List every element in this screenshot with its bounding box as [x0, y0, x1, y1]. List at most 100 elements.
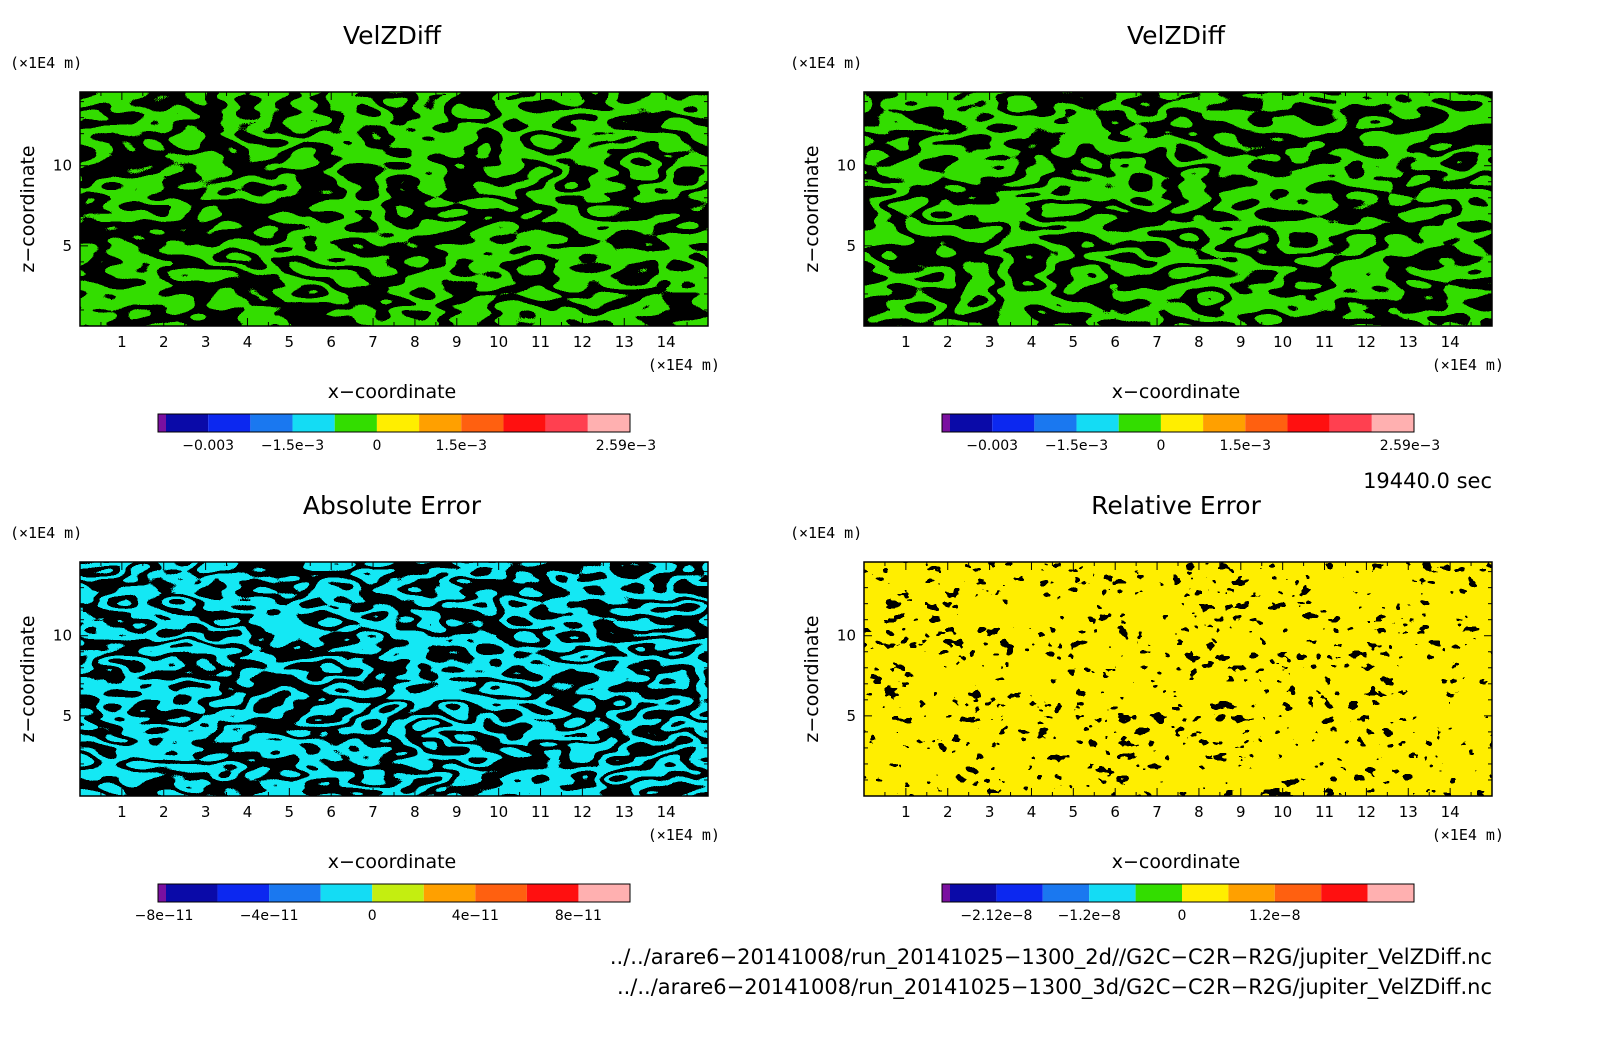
panel-2-colorbar-label: 0: [1156, 438, 1165, 454]
panel-1-colorbar-swatch: [250, 414, 293, 432]
panel-4-x-tick-label: 6: [1110, 803, 1120, 821]
panel-2-colorbar-swatch: [1371, 414, 1414, 432]
panel-3-x-tick-label: 12: [573, 803, 592, 821]
panel-2-y-tick-label: 5: [846, 237, 856, 255]
panel-4-ylabel: z−coordinate: [801, 615, 823, 742]
panel-3-colorbar-swatch: [475, 884, 527, 902]
panel-2-y-unit: (×1E4 m): [790, 54, 862, 72]
panel-3-x-tick-label: 6: [326, 803, 336, 821]
panel-1-y-unit: (×1E4 m): [10, 54, 82, 72]
panel-2-x-tick-label: 7: [1152, 333, 1162, 351]
panel-2-colorbar-swatch: [950, 414, 993, 432]
panel-3-colorbar-label: −4e−11: [240, 908, 299, 924]
panel-3-field-pattern: [80, 562, 708, 796]
panel-3-colorbar-label: 0: [368, 908, 377, 924]
panel-3-x-unit: (×1E4 m): [648, 826, 720, 844]
panel-2-colorbar-swatch: [1245, 414, 1288, 432]
panel-4-y-unit: (×1E4 m): [790, 524, 862, 542]
panel-2-colorbar-frame: [941, 413, 1415, 433]
panel-2-colorbar-label: −1.5e−3: [1045, 438, 1108, 454]
panel-2-y-axis: 5 10: [837, 101, 1492, 311]
panel-2-colorbar-label: −0.003: [966, 438, 1018, 454]
panel-2-colorbar-swatch: [1329, 414, 1372, 432]
panel-4-colorbar-swatch: [950, 884, 997, 902]
panel-4-y-tick-label: 5: [846, 707, 856, 725]
panel-4-x-tick-label: 5: [1069, 803, 1079, 821]
panel-1-ylabel: z−coordinate: [17, 145, 39, 272]
panel-2-colorbar-swatch: [1287, 414, 1330, 432]
panel-1-colorbar-swatch: [166, 414, 209, 432]
panel-4-x-tick-label: 11: [1315, 803, 1334, 821]
panel-3-x-tick-label: 11: [531, 803, 550, 821]
panel-4-y-axis: 5 10: [837, 571, 1492, 781]
panel-4-colorbar-swatch: [942, 884, 950, 902]
panel-4-x-tick-label: 1: [901, 803, 911, 821]
panel-1-colorbar-swatch: [208, 414, 251, 432]
panel-2-colorbar-swatch: [1160, 414, 1204, 432]
panel-4-x-tick-label: 7: [1152, 803, 1162, 821]
panel-4-x-tick-label: 12: [1357, 803, 1376, 821]
panel-2-colorbar-swatch: [1034, 414, 1077, 432]
panel-2-colorbar-label: 2.59e−3: [1380, 438, 1440, 454]
panel-1-x-tick-label: 2: [159, 333, 169, 351]
panel-1-colorbar-swatch: [158, 414, 166, 432]
panel-4-colorbar: −2.12e−8 −1.2e−8 0 1.2e−8: [941, 883, 1415, 924]
panel-1-x-tick-label: 14: [657, 333, 676, 351]
panel-1-colorbar-swatch: [334, 414, 377, 432]
panel-3-y-axis: 5 10: [53, 571, 708, 781]
panel-3-x-tick-label: 9: [452, 803, 462, 821]
panel-2-colorbar-swatch: [1203, 414, 1246, 432]
panel-3-x-tick-label: 10: [489, 803, 508, 821]
panel-1-x-tick-label: 10: [489, 333, 508, 351]
panel-1-x-tick-label: 12: [573, 333, 592, 351]
panel-3-y-tick-label: 5: [62, 707, 72, 725]
panel-1-x-tick-label: 5: [285, 333, 295, 351]
panel-2-x-tick-label: 14: [1441, 333, 1460, 351]
panel-4-colorbar-label: 1.2e−8: [1249, 908, 1301, 924]
panel-1-colorbar-label: 0: [372, 438, 381, 454]
panel-4-colorbar-swatch: [1228, 884, 1275, 902]
panel-1-y-axis: 5 10: [53, 101, 708, 311]
panel-4-field-pattern: [864, 562, 1492, 796]
panel-4-x-tick-label: 9: [1236, 803, 1246, 821]
panel-3-ylabel: z−coordinate: [17, 615, 39, 742]
panel-1-y-tick-label: 10: [53, 157, 72, 175]
panel-3-colorbar-swatch: [578, 884, 630, 902]
panel-4-colorbar-swatch: [1089, 884, 1136, 902]
panel-3-x-tick-label: 5: [285, 803, 295, 821]
panel-2-x-tick-label: 8: [1194, 333, 1204, 351]
panel-4-colorbar-swatch: [1274, 884, 1322, 902]
panel-3-colorbar-frame: [157, 883, 631, 903]
panel-4-x-tick-label: 4: [1027, 803, 1037, 821]
panel-1-colorbar-label: −0.003: [182, 438, 234, 454]
footer-file-path-2: ../../arare6−20141008/run_20141025−1300_…: [617, 975, 1492, 1000]
panel-1-x-axis: 1 2 3 4 5 6 7 8 9 10 11 12 13 14: [100, 92, 688, 351]
panel-2-x-tick-label: 12: [1357, 333, 1376, 351]
panel-2-x-tick-label: 13: [1399, 333, 1418, 351]
panel-2-x-tick-label: 4: [1027, 333, 1037, 351]
panel-3-x-tick-label: 4: [243, 803, 253, 821]
panel-3-x-tick-label: 7: [368, 803, 378, 821]
panel-1-colorbar-swatch: [461, 414, 504, 432]
panel-3-y-unit: (×1E4 m): [10, 524, 82, 542]
panel-4-x-tick-label: 13: [1399, 803, 1418, 821]
panel-1-x-tick-label: 6: [326, 333, 336, 351]
panel-3-colorbar-swatch: [217, 884, 270, 902]
panel-1-colorbar: −0.003 −1.5e−3 0 1.5e−3 2.59e−3: [157, 413, 656, 454]
panel-3: Absolute Error (×1E4 m) 1 2 3 4 5 6 7 8 9 10 11 12 1…: [10, 491, 720, 924]
panel-2-x-tick-label: 9: [1236, 333, 1246, 351]
panel-2-colorbar: −0.003 −1.5e−3 0 1.5e−3 2.59e−3: [941, 413, 1440, 454]
panel-1-colorbar-label: 1.5e−3: [436, 438, 488, 454]
panel-1-x-tick-label: 7: [368, 333, 378, 351]
panel-3-colorbar-swatch: [372, 884, 424, 902]
panel-2-x-tick-label: 6: [1110, 333, 1120, 351]
panel-3-x-axis: 1 2 3 4 5 6 7 8 9 10 11 12 13 14: [100, 562, 688, 821]
panel-4-y-tick-label: 10: [837, 627, 856, 645]
panel-3-x-tick-label: 14: [657, 803, 676, 821]
panel-2-x-axis: 1 2 3 4 5 6 7 8 9 10 11 12 13 14: [884, 92, 1472, 351]
panel-2-plot-area: [863, 91, 1493, 327]
panel-3-plot-area: [79, 561, 709, 797]
panel-4-colorbar-label: 0: [1178, 908, 1187, 924]
panel-3-x-tick-label: 13: [615, 803, 634, 821]
